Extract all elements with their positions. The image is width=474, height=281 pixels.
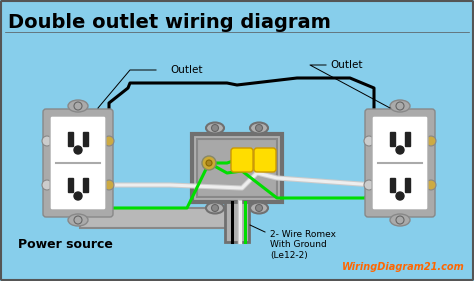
Ellipse shape xyxy=(396,192,404,200)
Circle shape xyxy=(426,136,436,146)
Bar xyxy=(83,132,88,146)
Circle shape xyxy=(74,102,82,110)
Ellipse shape xyxy=(250,123,268,133)
Bar xyxy=(68,132,73,146)
Ellipse shape xyxy=(74,192,82,200)
Circle shape xyxy=(426,180,436,190)
Ellipse shape xyxy=(390,214,410,226)
FancyBboxPatch shape xyxy=(254,148,276,172)
FancyBboxPatch shape xyxy=(372,116,428,210)
Circle shape xyxy=(202,156,216,170)
Ellipse shape xyxy=(68,100,88,112)
FancyBboxPatch shape xyxy=(231,148,253,172)
Circle shape xyxy=(206,160,212,166)
Ellipse shape xyxy=(68,214,88,226)
Bar xyxy=(192,134,282,202)
Bar xyxy=(390,132,395,146)
Text: Outlet: Outlet xyxy=(330,60,363,70)
Bar xyxy=(405,132,410,146)
Bar xyxy=(68,178,73,192)
Bar xyxy=(197,139,277,197)
Bar xyxy=(225,202,249,242)
Ellipse shape xyxy=(390,100,410,112)
Ellipse shape xyxy=(206,123,224,133)
Circle shape xyxy=(74,216,82,224)
FancyBboxPatch shape xyxy=(50,116,106,210)
Circle shape xyxy=(211,124,219,132)
Bar xyxy=(83,178,88,192)
Circle shape xyxy=(42,136,52,146)
Circle shape xyxy=(42,180,52,190)
Ellipse shape xyxy=(74,146,82,154)
FancyBboxPatch shape xyxy=(43,109,113,217)
Circle shape xyxy=(364,180,374,190)
Text: Outlet: Outlet xyxy=(170,65,202,75)
Circle shape xyxy=(104,136,114,146)
Text: Double outlet wiring diagram: Double outlet wiring diagram xyxy=(8,12,331,31)
Circle shape xyxy=(104,180,114,190)
Circle shape xyxy=(255,205,263,212)
Circle shape xyxy=(396,102,404,110)
Circle shape xyxy=(396,216,404,224)
Text: Power source: Power source xyxy=(18,239,113,251)
Ellipse shape xyxy=(206,203,224,214)
Circle shape xyxy=(255,124,263,132)
Bar xyxy=(405,178,410,192)
Bar xyxy=(390,178,395,192)
Text: 2- Wire Romex
With Ground
(Le12-2): 2- Wire Romex With Ground (Le12-2) xyxy=(270,230,336,260)
Text: WiringDiagram21.com: WiringDiagram21.com xyxy=(342,262,465,272)
Circle shape xyxy=(211,205,219,212)
Bar xyxy=(80,208,240,228)
Circle shape xyxy=(364,136,374,146)
Ellipse shape xyxy=(396,146,404,154)
FancyBboxPatch shape xyxy=(365,109,435,217)
Ellipse shape xyxy=(250,203,268,214)
